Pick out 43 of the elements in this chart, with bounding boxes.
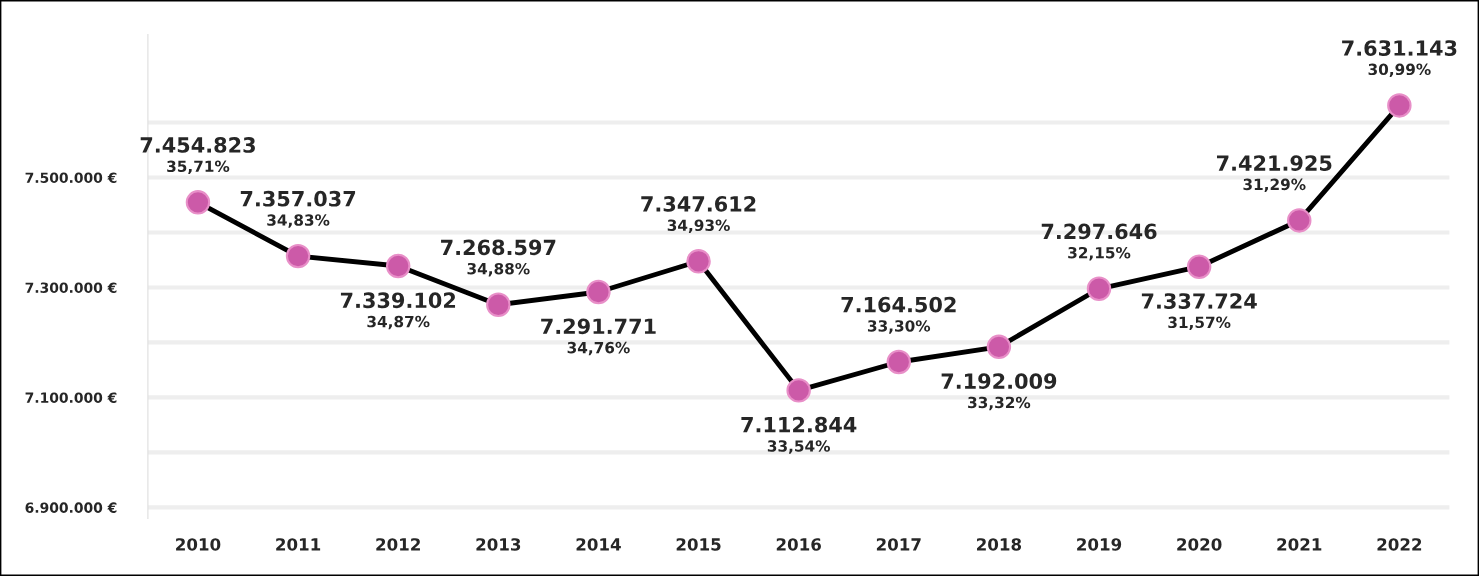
data-label: 7.347.612 <box>641 196 756 212</box>
data-label: 7.112.844 <box>741 416 857 433</box>
data-label: 7.339.102 <box>340 292 456 309</box>
data-label: 7.192.009 <box>941 373 1057 390</box>
data-label: 7.631.143 <box>1342 40 1457 56</box>
x-tick-label: 2021 <box>1277 538 1322 551</box>
annotation: 33,30% <box>867 320 931 334</box>
data-label: 7.268.597 <box>441 239 556 256</box>
x-tick-label: 2022 <box>1377 538 1422 551</box>
annotation: 34,76% <box>567 341 630 356</box>
x-tick-label: 2011 <box>276 538 321 551</box>
annotation: 30,99% <box>1368 63 1431 78</box>
annotation: 33,54% <box>767 440 830 454</box>
annotation: 32,15% <box>1068 246 1131 261</box>
annotation: 34,83% <box>267 214 330 228</box>
data-label: 7.291.771 <box>541 318 656 335</box>
data-label: 7.337.724 <box>1141 293 1257 309</box>
x-tick-label: 2010 <box>176 538 221 551</box>
y-tick-label: 7.300.000 € <box>25 282 117 293</box>
y-tick-label: 6.900.000 € <box>25 502 117 513</box>
x-tick-label: 2013 <box>476 538 521 551</box>
x-tick-label: 2015 <box>676 538 721 551</box>
annotation: 31,29% <box>1243 178 1306 193</box>
annotation: 35,71% <box>167 160 230 175</box>
data-label: 7.421.925 <box>1216 155 1332 171</box>
annotation: 34,87% <box>367 315 430 330</box>
x-tick-label: 2014 <box>576 538 621 551</box>
annotation: 34,88% <box>467 262 530 277</box>
x-tick-label: 2016 <box>776 538 821 551</box>
x-tick-label: 2020 <box>1177 538 1222 551</box>
x-tick-label: 2018 <box>977 538 1022 551</box>
data-label: 7.297.646 <box>1041 223 1157 240</box>
annotation: 34,93% <box>667 219 730 233</box>
y-tick-label: 7.500.000 € <box>25 172 117 183</box>
x-tick-label: 2012 <box>376 538 420 551</box>
data-label: 7.164.502 <box>841 296 956 313</box>
y-tick-label: 7.100.000 € <box>25 392 117 403</box>
annotation: 33,32% <box>968 396 1031 411</box>
x-tick-label: 2019 <box>1077 538 1122 551</box>
x-tick-label: 2017 <box>876 538 921 551</box>
data-label: 7.454.823 <box>140 137 255 153</box>
annotation: 31,57% <box>1168 316 1231 331</box>
data-label: 7.357.037 <box>240 190 356 207</box>
